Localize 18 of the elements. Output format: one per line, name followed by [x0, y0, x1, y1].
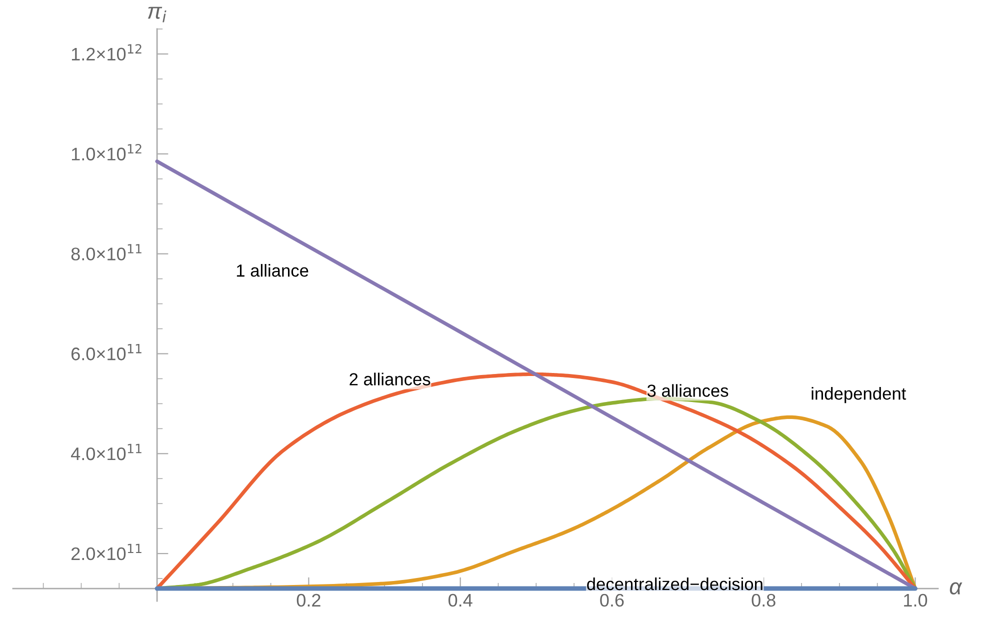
- x-tick-label: 0.6: [600, 594, 624, 607]
- x-tick-label: 0.4: [448, 594, 472, 607]
- series-label: 1 alliance: [236, 264, 308, 277]
- x-tick-label: 1.0: [904, 594, 928, 607]
- y-tick-label: 1.0×10$^{12}$: [72, 144, 142, 160]
- x-tick-label: 0.8: [752, 594, 776, 607]
- series-label: independent: [812, 386, 906, 404]
- x-tick-label: 0.2: [296, 594, 320, 607]
- y-tick-label: 6.0×10$^{11}$: [72, 344, 142, 360]
- y-tick-label: 2.0×10$^{11}$: [71, 544, 142, 560]
- y-tick-label: 4.0×10$^{11}$: [71, 444, 142, 460]
- series-label: 3 alliances: [647, 384, 728, 397]
- y-tick-label: 1.2×10$^{12}$: [72, 44, 142, 61]
- x-axis-title: α: [950, 582, 962, 594]
- y-axis-title: π$_{i}$: [148, 6, 166, 22]
- y-tick-label: 8.0×10$^{11}$: [71, 244, 142, 260]
- series-label: decentralized−decision: [587, 577, 762, 590]
- series-label: 2 alliances: [350, 372, 430, 386]
